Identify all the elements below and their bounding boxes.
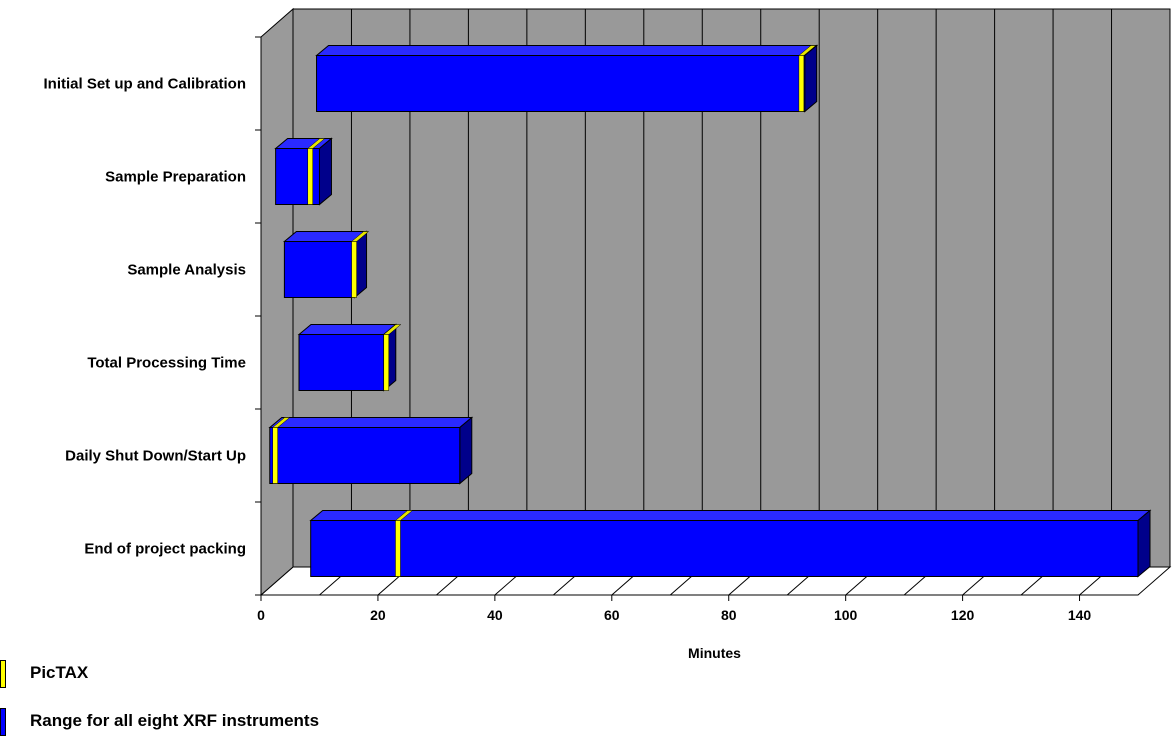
category-label: Total Processing Time — [87, 355, 246, 372]
bar-top — [315, 45, 819, 56]
category-label: Sample Analysis — [127, 262, 246, 279]
category-label: Sample Preparation — [105, 169, 246, 186]
bar-side — [1137, 509, 1151, 578]
chart-labels: 0 20 40 60 80 100 120 140 Initial Set up and Cal… — [43, 76, 1091, 624]
legend-swatch-range — [0, 708, 6, 736]
category-label: Daily Shut Down/Start Up — [65, 448, 246, 465]
chart: 0 20 40 60 80 100 120 140 Initial Set up and Cal… — [43, 7, 1172, 660]
bar-front — [310, 520, 1139, 577]
pictax-marker — [383, 324, 402, 391]
pictax-marker — [272, 417, 291, 484]
bar-side — [804, 44, 818, 113]
side-wall — [260, 7, 294, 597]
legend-item-range: Range for all eight XRF instruments — [0, 708, 600, 736]
x-tick-label: 0 — [257, 607, 265, 623]
x-axis-title: Minutes — [688, 645, 741, 660]
bar — [283, 230, 370, 299]
x-tick-label: 140 — [1068, 607, 1092, 623]
pictax-marker-front — [272, 427, 278, 484]
bar-top — [309, 510, 1152, 521]
pictax-marker — [350, 231, 370, 298]
x-tick-label: 40 — [487, 607, 503, 623]
bar-front — [269, 427, 461, 484]
x-tick-label: 100 — [834, 607, 858, 623]
legend-label-range: Range for all eight XRF instruments — [30, 711, 320, 730]
legend-label-pictax: PicTAX — [30, 663, 89, 682]
bar — [309, 509, 1152, 578]
bar — [297, 323, 402, 392]
x-tick-label: 60 — [604, 607, 620, 623]
pictax-marker-front — [798, 55, 805, 112]
category-label: Initial Set up and Calibration — [43, 76, 246, 93]
bar — [315, 44, 819, 113]
pictax-marker-front — [307, 148, 314, 205]
legend-swatch-pictax — [0, 660, 6, 688]
bar-front — [316, 55, 806, 112]
pictax-marker-front — [383, 334, 390, 391]
bar — [274, 137, 333, 206]
x-tick-label: 80 — [721, 607, 737, 623]
pictax-marker — [394, 510, 414, 577]
pictax-marker-front — [351, 241, 357, 298]
bar-front — [298, 334, 385, 391]
bar-top — [297, 324, 398, 335]
legend-item-pictax: PicTAX — [0, 660, 600, 688]
bar-top — [268, 417, 474, 428]
category-label: End of project packing — [84, 541, 246, 558]
bar-side — [459, 416, 473, 485]
pictax-marker — [307, 138, 326, 205]
bar-front — [283, 241, 356, 298]
x-tick-label: 120 — [951, 607, 975, 623]
pictax-marker-front — [395, 520, 401, 577]
pictax-marker — [798, 45, 817, 112]
bar — [268, 416, 474, 485]
x-tick-label: 20 — [370, 607, 386, 623]
chart-bars — [268, 44, 1152, 578]
bar-side — [318, 137, 332, 206]
